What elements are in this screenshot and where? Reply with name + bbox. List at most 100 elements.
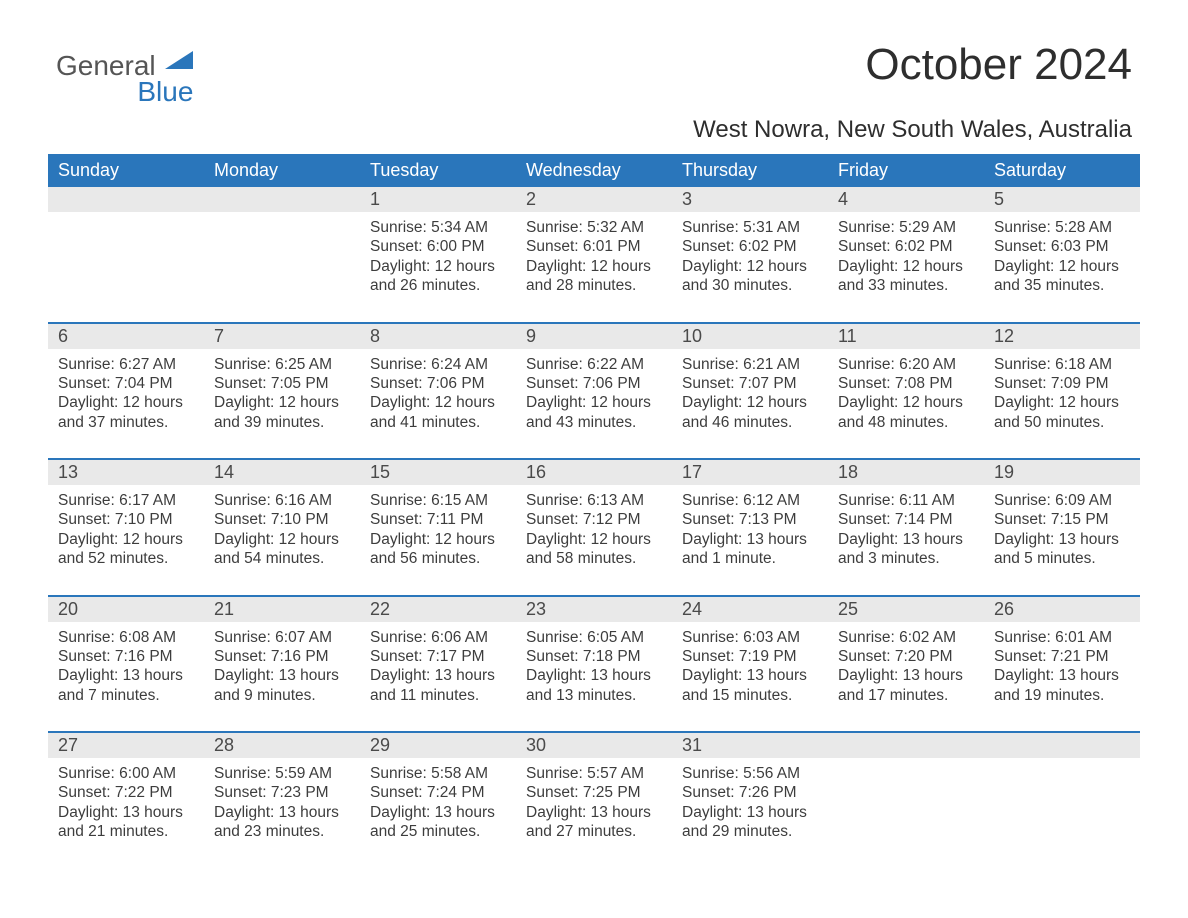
- sunrise-text: Sunrise: 6:01 AM: [994, 628, 1130, 647]
- day-number: 8: [360, 324, 516, 349]
- sunset-text: Sunset: 7:24 PM: [370, 783, 506, 802]
- content-row: Sunrise: 6:17 AMSunset: 7:10 PMDaylight:…: [48, 485, 1140, 595]
- sunrise-text: Sunrise: 6:17 AM: [58, 491, 194, 510]
- day-cell: Sunrise: 6:11 AMSunset: 7:14 PMDaylight:…: [828, 485, 984, 595]
- dow-thursday: Thursday: [672, 154, 828, 187]
- day-number: 11: [828, 324, 984, 349]
- sunrise-text: Sunrise: 6:24 AM: [370, 355, 506, 374]
- sunset-text: Sunset: 6:00 PM: [370, 237, 506, 256]
- day-cell: Sunrise: 6:18 AMSunset: 7:09 PMDaylight:…: [984, 349, 1140, 459]
- week-row: 2728293031Sunrise: 6:00 AMSunset: 7:22 P…: [48, 731, 1140, 868]
- sunset-text: Sunset: 7:12 PM: [526, 510, 662, 529]
- day-cell: Sunrise: 5:34 AMSunset: 6:00 PMDaylight:…: [360, 212, 516, 322]
- content-row: Sunrise: 6:00 AMSunset: 7:22 PMDaylight:…: [48, 758, 1140, 868]
- daylight-text: Daylight: 13 hours and 19 minutes.: [994, 666, 1130, 705]
- sunset-text: Sunset: 7:05 PM: [214, 374, 350, 393]
- calendar: SundayMondayTuesdayWednesdayThursdayFrid…: [48, 154, 1140, 868]
- sunrise-text: Sunrise: 6:18 AM: [994, 355, 1130, 374]
- daylight-text: Daylight: 12 hours and 41 minutes.: [370, 393, 506, 432]
- daylight-text: Daylight: 13 hours and 11 minutes.: [370, 666, 506, 705]
- day-cell: Sunrise: 5:57 AMSunset: 7:25 PMDaylight:…: [516, 758, 672, 868]
- location-subtitle: West Nowra, New South Wales, Australia: [48, 116, 1132, 144]
- day-number: 21: [204, 597, 360, 622]
- content-row: Sunrise: 6:27 AMSunset: 7:04 PMDaylight:…: [48, 349, 1140, 459]
- daylight-text: Daylight: 13 hours and 3 minutes.: [838, 530, 974, 569]
- sunset-text: Sunset: 7:10 PM: [58, 510, 194, 529]
- dow-friday: Friday: [828, 154, 984, 187]
- daylight-text: Daylight: 12 hours and 39 minutes.: [214, 393, 350, 432]
- sunset-text: Sunset: 7:17 PM: [370, 647, 506, 666]
- day-cell: Sunrise: 6:25 AMSunset: 7:05 PMDaylight:…: [204, 349, 360, 459]
- sunrise-text: Sunrise: 5:59 AM: [214, 764, 350, 783]
- day-number: 10: [672, 324, 828, 349]
- day-number: [48, 187, 204, 212]
- day-number: 9: [516, 324, 672, 349]
- flag-icon: [165, 51, 193, 69]
- dow-tuesday: Tuesday: [360, 154, 516, 187]
- sunrise-text: Sunrise: 6:07 AM: [214, 628, 350, 647]
- sunrise-text: Sunrise: 6:06 AM: [370, 628, 506, 647]
- day-of-week-header: SundayMondayTuesdayWednesdayThursdayFrid…: [48, 154, 1140, 187]
- daylight-text: Daylight: 12 hours and 52 minutes.: [58, 530, 194, 569]
- sunset-text: Sunset: 7:14 PM: [838, 510, 974, 529]
- day-cell: Sunrise: 6:15 AMSunset: 7:11 PMDaylight:…: [360, 485, 516, 595]
- sunset-text: Sunset: 7:21 PM: [994, 647, 1130, 666]
- sunset-text: Sunset: 7:11 PM: [370, 510, 506, 529]
- day-cell: Sunrise: 6:12 AMSunset: 7:13 PMDaylight:…: [672, 485, 828, 595]
- day-number: 7: [204, 324, 360, 349]
- daylight-text: Daylight: 12 hours and 37 minutes.: [58, 393, 194, 432]
- sunrise-text: Sunrise: 6:20 AM: [838, 355, 974, 374]
- daylight-text: Daylight: 13 hours and 1 minute.: [682, 530, 818, 569]
- day-cell: Sunrise: 5:59 AMSunset: 7:23 PMDaylight:…: [204, 758, 360, 868]
- sunrise-text: Sunrise: 6:22 AM: [526, 355, 662, 374]
- day-number: 20: [48, 597, 204, 622]
- day-cell: Sunrise: 6:07 AMSunset: 7:16 PMDaylight:…: [204, 622, 360, 732]
- content-row: Sunrise: 6:08 AMSunset: 7:16 PM Daylight:…: [48, 622, 1140, 732]
- sunrise-text: Sunrise: 6:09 AM: [994, 491, 1130, 510]
- day-number: 24: [672, 597, 828, 622]
- sunset-text: Sunset: 6:03 PM: [994, 237, 1130, 256]
- day-number: 12: [984, 324, 1140, 349]
- sunrise-text: Sunrise: 6:25 AM: [214, 355, 350, 374]
- day-cell: Sunrise: 6:03 AMSunset: 7:19 PMDaylight:…: [672, 622, 828, 732]
- sunset-text: Sunset: 7:06 PM: [370, 374, 506, 393]
- daylight-text: Daylight: 13 hours and 15 minutes.: [682, 666, 818, 705]
- day-cell: Sunrise: 6:09 AMSunset: 7:15 PMDaylight:…: [984, 485, 1140, 595]
- daylight-text: Daylight: 13 hours and 27 minutes.: [526, 803, 662, 842]
- week-row: 20212223242526Sunrise: 6:08 AMSunset: 7:…: [48, 595, 1140, 732]
- dow-sunday: Sunday: [48, 154, 204, 187]
- sunset-text: Sunset: 6:02 PM: [838, 237, 974, 256]
- day-cell: Sunrise: 6:16 AMSunset: 7:10 PMDaylight:…: [204, 485, 360, 595]
- sunset-text: Sunset: 7:23 PM: [214, 783, 350, 802]
- sunset-text: Sunset: 7:15 PM: [994, 510, 1130, 529]
- day-number: 2: [516, 187, 672, 212]
- sunset-text: Sunset: 6:01 PM: [526, 237, 662, 256]
- daynum-row: 20212223242526: [48, 597, 1140, 622]
- day-number: [828, 733, 984, 758]
- day-number: 23: [516, 597, 672, 622]
- sunset-text: Sunset: 7:09 PM: [994, 374, 1130, 393]
- day-number: [984, 733, 1140, 758]
- day-cell: [204, 212, 360, 322]
- daylight-text: Daylight: 12 hours and 56 minutes.: [370, 530, 506, 569]
- day-cell: Sunrise: 6:27 AMSunset: 7:04 PMDaylight:…: [48, 349, 204, 459]
- day-number: 26: [984, 597, 1140, 622]
- daynum-row: 12345: [48, 187, 1140, 212]
- day-cell: Sunrise: 5:58 AMSunset: 7:24 PMDaylight:…: [360, 758, 516, 868]
- daylight-text: Daylight: 13 hours and 29 minutes.: [682, 803, 818, 842]
- day-cell: Sunrise: 6:01 AMSunset: 7:21 PMDaylight:…: [984, 622, 1140, 732]
- daylight-text: Daylight: 12 hours and 54 minutes.: [214, 530, 350, 569]
- sunset-text: Sunset: 7:16 PM: [58, 647, 194, 666]
- sunrise-text: Sunrise: 6:00 AM: [58, 764, 194, 783]
- day-number: 3: [672, 187, 828, 212]
- sunrise-text: Sunrise: 6:08 AM: [58, 628, 194, 647]
- sunrise-text: Sunrise: 6:05 AM: [526, 628, 662, 647]
- daylight-text: Daylight: 13 hours and 25 minutes.: [370, 803, 506, 842]
- sunrise-text: Sunrise: 6:21 AM: [682, 355, 818, 374]
- day-number: 5: [984, 187, 1140, 212]
- sunset-text: Sunset: 7:19 PM: [682, 647, 818, 666]
- daylight-text: Daylight: 12 hours and 58 minutes.: [526, 530, 662, 569]
- day-number: 18: [828, 460, 984, 485]
- dow-saturday: Saturday: [984, 154, 1140, 187]
- daylight-text: Daylight: 12 hours and 28 minutes.: [526, 257, 662, 296]
